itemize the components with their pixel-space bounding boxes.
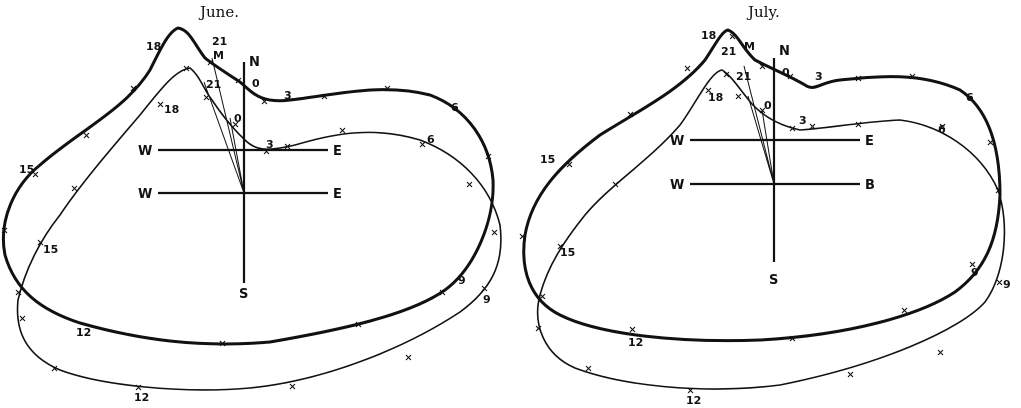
hour-label: 3 [266,138,274,151]
ray [211,57,245,194]
hour-label: 0 [764,99,772,112]
hour-label: 0 [234,112,242,125]
west-label: W [670,134,684,149]
north-label: N [249,55,260,70]
east-label-lower: E [333,187,342,202]
ray [203,81,245,194]
hour-label: 15 [560,246,575,259]
panel-title: June. [198,3,239,21]
outer-curve [522,28,1002,343]
ray [747,95,775,185]
ray [761,109,775,185]
hour-label: 18 [701,29,716,42]
hour-label: 0 [782,66,790,79]
curve-tick-marks [1,59,498,391]
hour-label: 15 [19,163,34,176]
inner-curve [536,69,1006,390]
marker-label: M [744,40,755,53]
hour-label: 6 [938,123,946,136]
west-label-lower: W [670,178,684,193]
hour-label: 9 [971,266,979,279]
hour-label: 6 [966,91,974,104]
hour-label: 9 [483,293,491,306]
curve-tick-marks [519,33,1003,394]
east-label: E [333,144,342,159]
outer-curve [1,26,495,346]
west-label: W [138,144,152,159]
hour-label: 18 [708,91,723,104]
hour-label: 18 [146,40,161,53]
hour-label: 12 [686,394,701,407]
june-panel: June. [1,3,502,404]
hour-label: 9 [1003,278,1011,291]
hour-label: 6 [451,101,459,114]
marker-label: M [213,49,224,62]
hour-label: 21 [721,45,736,58]
south-label: S [769,273,778,288]
north-label: N [779,44,790,59]
ray [743,65,775,185]
ray [229,117,245,194]
hour-label: 15 [540,153,555,166]
hour-label: 15 [43,243,58,256]
hour-label: 9 [458,274,466,287]
july-panel: July. [519,3,1011,407]
hour-label: 0 [252,77,260,90]
east-label-lower: B [865,178,875,193]
hour-label: 12 [76,326,91,339]
hour-label: 21 [206,78,221,91]
east-label: E [865,134,874,149]
hour-label: 21 [212,35,227,48]
hour-label: 3 [284,89,292,102]
panel-title: July. [746,3,780,21]
hour-label: 18 [164,103,179,116]
hour-label: 6 [427,133,435,146]
hour-label: 12 [134,391,149,404]
hour-label: 12 [628,336,643,349]
hour-label: 3 [815,70,823,83]
hour-label: 3 [799,114,807,127]
west-label-lower: W [138,187,152,202]
south-label: S [239,287,248,302]
hour-label: 21 [736,70,751,83]
